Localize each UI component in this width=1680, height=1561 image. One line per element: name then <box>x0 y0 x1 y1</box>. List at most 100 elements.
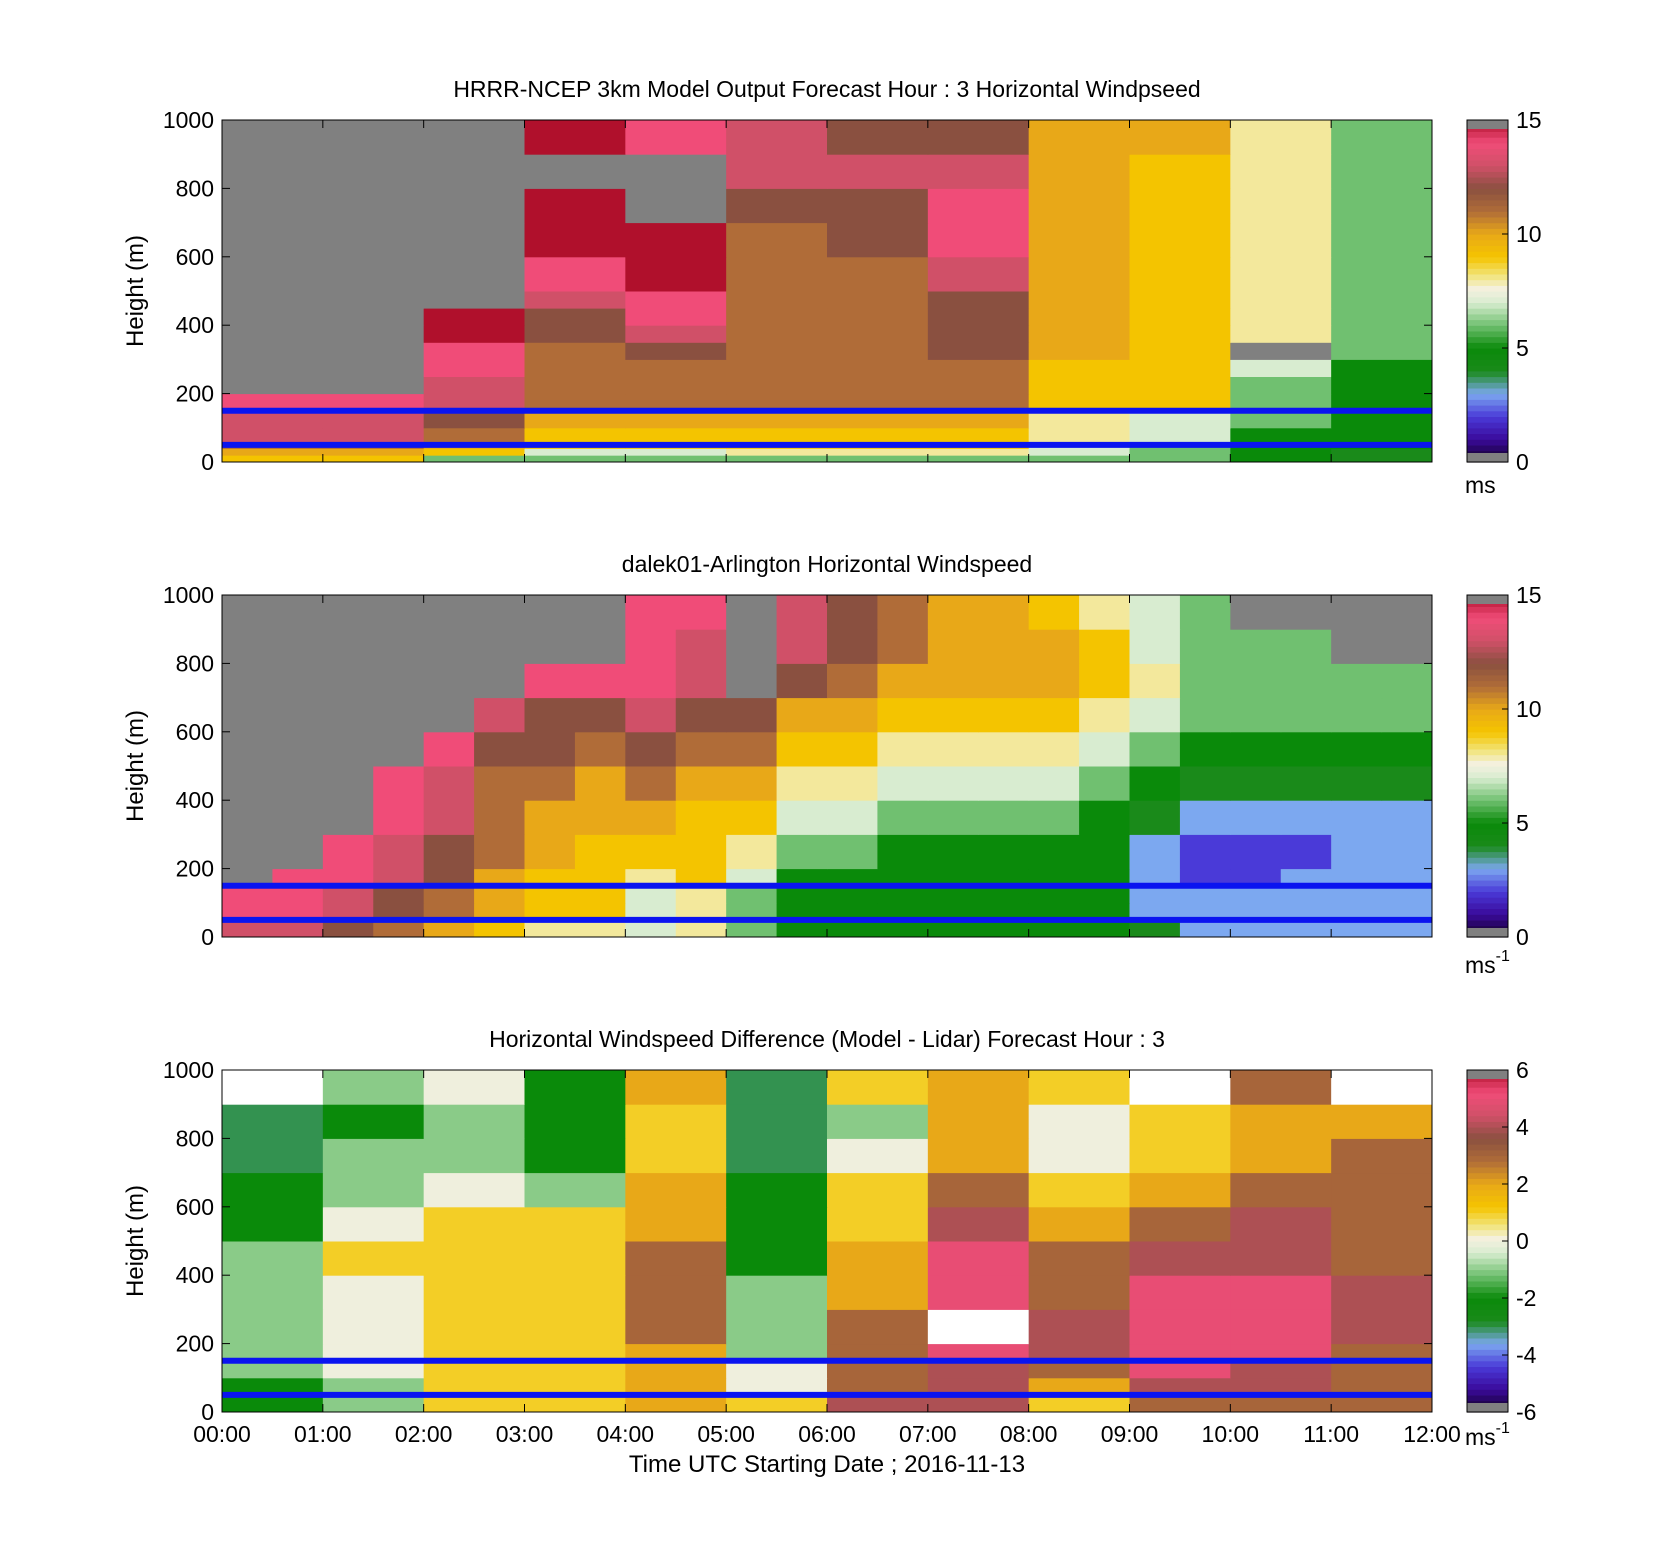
colorbar-segment <box>1467 194 1508 201</box>
heatmap-cell <box>1331 1275 1433 1310</box>
y-tick-label: 600 <box>176 244 214 270</box>
heatmap-cell <box>524 1172 626 1208</box>
heatmap-cell <box>1331 629 1383 664</box>
heatmap-cell <box>423 595 475 630</box>
heatmap-cell <box>726 731 778 767</box>
heatmap-cell <box>222 291 324 309</box>
heatmap-cell <box>222 1070 324 1105</box>
colorbar-segment <box>1467 365 1508 372</box>
heatmap-cell <box>1230 834 1282 870</box>
heatmap-cell <box>423 1104 525 1139</box>
heatmap-cell <box>726 188 828 224</box>
heatmap-cell <box>474 766 525 801</box>
heatmap-cell <box>776 766 828 801</box>
heatmap-cell <box>524 834 576 870</box>
colorbar-cap-top <box>1467 1070 1508 1079</box>
heatmap-cell <box>1280 919 1332 938</box>
heatmap-cell <box>1230 256 1332 292</box>
colorbar-segment <box>1467 1298 1508 1305</box>
heatmap-cell <box>877 697 929 733</box>
heatmap-cell <box>1230 731 1282 767</box>
heatmap-cell <box>524 448 626 456</box>
heatmap-cell <box>927 902 979 921</box>
heatmap-cell <box>726 427 828 442</box>
heatmap-cell <box>322 663 374 699</box>
colorbar-segment <box>1467 657 1508 664</box>
heatmap-cell <box>827 800 878 835</box>
x-tick-label: 07:00 <box>899 1421 957 1447</box>
heatmap-cell <box>625 291 727 309</box>
heatmap-cell <box>222 188 324 224</box>
heatmap-cell <box>524 800 576 835</box>
heatmap-cell <box>474 629 525 664</box>
heatmap-cells <box>222 595 1433 938</box>
heatmap-cell <box>1331 1377 1433 1396</box>
heatmap-cell <box>1179 902 1231 921</box>
heatmap-cell <box>625 188 727 224</box>
heatmap-cell <box>927 885 979 904</box>
colorbar-segment <box>1467 1332 1508 1339</box>
y-tick-label: 0 <box>201 449 214 475</box>
colorbar-segment <box>1467 857 1508 864</box>
heatmap-cell <box>322 120 425 155</box>
heatmap-cell <box>222 766 273 801</box>
heatmap-cell <box>625 256 727 292</box>
heatmap-cell <box>1331 595 1383 630</box>
colorbar-segment <box>1467 862 1508 870</box>
colorbar-segment <box>1467 1218 1508 1225</box>
heatmap-cell <box>322 834 374 870</box>
heatmap-cell <box>675 731 727 767</box>
colorbar-tick-label: 15 <box>1516 107 1542 133</box>
heatmap-cell <box>1230 410 1332 429</box>
heatmap-cell <box>524 256 626 292</box>
heatmap-cell <box>776 800 828 835</box>
heatmap-cell <box>1129 1138 1231 1174</box>
heatmap-cell <box>524 1104 626 1139</box>
heatmap-cell <box>675 697 727 733</box>
heatmap-cell <box>322 697 374 733</box>
x-tick-label: 02:00 <box>395 1421 453 1447</box>
heatmap-cell <box>474 663 525 699</box>
heatmap-cell <box>423 834 475 870</box>
colorbar: -6 -4 -2 0 2 4 6 ms-1 <box>1465 1057 1537 1450</box>
heatmap-cell <box>1331 342 1433 360</box>
heatmap-cell <box>1079 731 1130 767</box>
colorbar-segment <box>1467 1246 1508 1253</box>
heatmap-cell <box>877 868 929 887</box>
heatmap-cell <box>574 766 626 801</box>
heatmap-cell <box>1179 629 1231 664</box>
heatmap-cell <box>322 256 425 292</box>
x-axis-label: Time UTC Starting Date ; 2016-11-13 <box>629 1451 1025 1478</box>
heatmap-cell <box>1280 595 1332 630</box>
heatmap-cell <box>1230 188 1332 224</box>
heatmap-cell <box>222 325 324 343</box>
heatmap-cell <box>373 629 425 664</box>
colorbar-segment <box>1467 612 1508 619</box>
colorbar-segment <box>1467 743 1508 750</box>
colorbar-segment <box>1467 640 1508 647</box>
heatmap-cell <box>524 663 576 699</box>
colorbar-segment <box>1467 319 1508 326</box>
heatmap-cell <box>524 629 576 664</box>
heatmap-cell <box>1331 222 1433 258</box>
colorbar-segment <box>1467 686 1508 693</box>
y-tick-label: 1000 <box>163 582 214 608</box>
heatmap-cell <box>1079 902 1130 921</box>
colorbar-tick-label: 5 <box>1516 335 1529 361</box>
heatmap-cell <box>1129 427 1231 442</box>
heatmap-cell <box>1028 1377 1130 1396</box>
colorbar-segment <box>1467 165 1508 172</box>
heatmap-cell <box>474 868 525 887</box>
colorbar-segment <box>1467 726 1508 733</box>
heatmap-cell <box>675 629 727 664</box>
heatmap-cell <box>1230 1104 1332 1139</box>
colorbar-tick-label: 2 <box>1516 1171 1529 1197</box>
heatmap-cell <box>927 868 979 887</box>
colorbar-segment <box>1467 874 1508 881</box>
heatmap-cell <box>726 1172 828 1208</box>
heatmap-cell <box>1280 902 1332 921</box>
colorbar-segment <box>1467 845 1508 853</box>
heatmap-cell <box>474 902 525 921</box>
heatmap-cell <box>827 393 929 412</box>
heatmap-cell <box>1028 1070 1130 1105</box>
